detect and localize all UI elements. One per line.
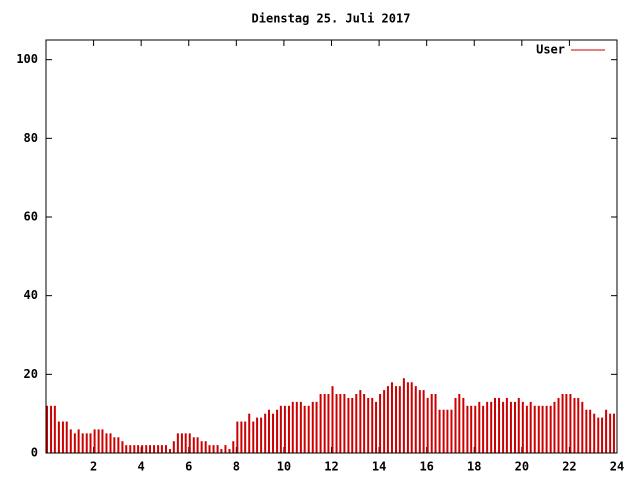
x-tick-label: 24 xyxy=(610,460,624,474)
y-tick-label: 0 xyxy=(31,446,38,460)
chart-title: Dienstag 25. Juli 2017 xyxy=(252,12,411,26)
y-tick-label: 100 xyxy=(16,52,38,66)
x-tick-label: 10 xyxy=(277,460,291,474)
y-tick-label: 40 xyxy=(24,288,38,302)
x-tick-label: 12 xyxy=(324,460,338,474)
x-tick-label: 8 xyxy=(233,460,240,474)
x-tick-label: 6 xyxy=(185,460,192,474)
y-tick-label: 60 xyxy=(24,210,38,224)
legend-label: User xyxy=(536,43,565,57)
x-tick-label: 22 xyxy=(562,460,576,474)
x-tick-label: 18 xyxy=(467,460,481,474)
x-tick-label: 2 xyxy=(90,460,97,474)
y-tick-label: 80 xyxy=(24,131,38,145)
x-tick-label: 20 xyxy=(515,460,529,474)
y-tick-label: 20 xyxy=(24,367,38,381)
x-tick-label: 4 xyxy=(138,460,145,474)
plot-border xyxy=(45,39,618,454)
x-tick-label: 14 xyxy=(372,460,386,474)
x-tick-label: 16 xyxy=(419,460,433,474)
